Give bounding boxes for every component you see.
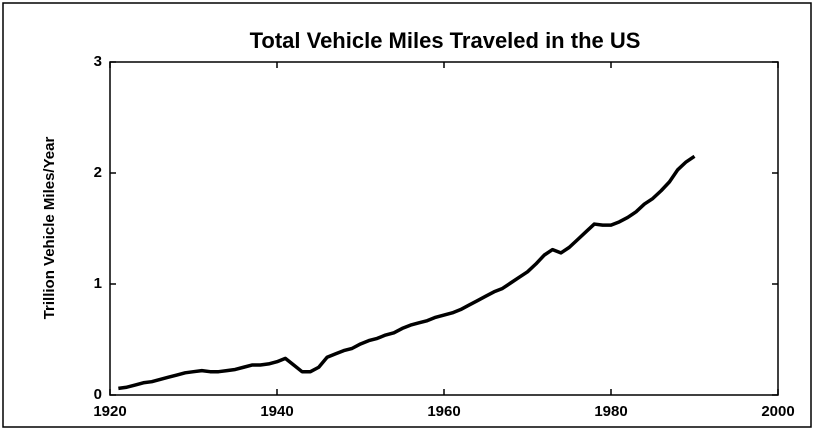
y-tick-label: 2 [94, 164, 102, 181]
y-tick-label: 0 [94, 386, 102, 403]
plot-area [109, 61, 779, 396]
frame [2, 2, 812, 428]
x-tick-label: 1960 [427, 403, 460, 420]
y-tick-label: 3 [94, 53, 102, 70]
x-tick-label: 2000 [761, 403, 794, 420]
x-tick-label: 1920 [93, 403, 126, 420]
y-tick-label: 1 [94, 275, 102, 292]
data-line [118, 154, 696, 391]
y-axis-label: Trillion Vehicle Miles/Year [41, 137, 58, 320]
chart-title: Total Vehicle Miles Traveled in the US [250, 28, 641, 53]
x-tick-label: 1980 [594, 403, 627, 420]
x-tick-label: 1940 [260, 403, 293, 420]
